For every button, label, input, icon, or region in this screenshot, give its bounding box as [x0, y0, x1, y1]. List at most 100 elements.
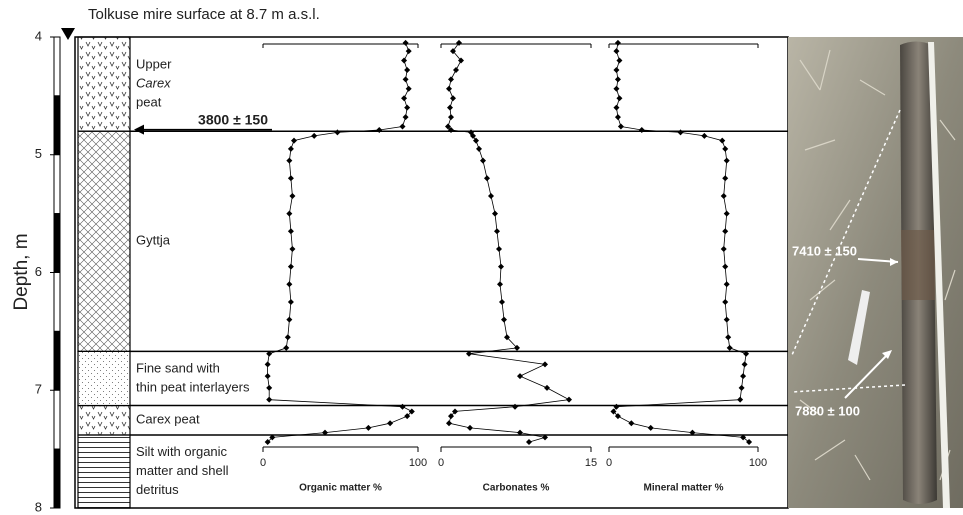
data-point — [724, 158, 730, 164]
x-tick-label: 0 — [260, 457, 266, 469]
x-tick-label: 100 — [749, 457, 767, 469]
figure: Tolkuse mire surface at 8.7 m a.s.l. Dep… — [0, 0, 963, 515]
data-point — [404, 67, 410, 73]
data-point — [311, 133, 317, 139]
series-name: Mineral matter % — [643, 483, 723, 494]
date-arrowhead — [134, 125, 144, 135]
y-tick-label: 7 — [35, 382, 42, 397]
data-point — [701, 133, 707, 139]
depth-scale-segment — [54, 449, 60, 508]
data-point — [289, 246, 295, 252]
depth-scale-segment — [54, 390, 60, 449]
figure-title: Tolkuse mire surface at 8.7 m a.s.l. — [88, 6, 320, 23]
data-point — [616, 95, 622, 101]
page: Tolkuse mire surface at 8.7 m a.s.l. Dep… — [0, 0, 963, 515]
y-tick-label: 4 — [35, 28, 42, 43]
data-point — [403, 76, 409, 82]
data-point — [473, 138, 479, 144]
data-point — [648, 425, 654, 431]
frame — [75, 37, 788, 508]
data-point — [499, 299, 505, 305]
data-point — [446, 86, 452, 92]
data-point — [498, 264, 504, 270]
data-point — [266, 385, 272, 391]
unit-label: matter and shell — [136, 463, 229, 478]
x-tick-label: 0 — [438, 457, 444, 469]
y-axis-label: Depth, m — [11, 233, 32, 310]
data-point — [544, 385, 550, 391]
data-point — [492, 211, 498, 217]
data-point — [288, 175, 294, 181]
data-point — [401, 58, 407, 64]
unit-label: Carex — [136, 76, 171, 91]
data-point — [613, 404, 619, 410]
data-point — [467, 425, 473, 431]
data-point — [401, 95, 407, 101]
data-point — [727, 345, 733, 351]
core-gyttja — [901, 230, 935, 300]
data-point — [639, 127, 645, 133]
data-point — [334, 129, 340, 135]
data-point — [288, 228, 294, 234]
data-point — [403, 114, 409, 120]
data-point — [488, 193, 494, 199]
data-point — [615, 40, 621, 46]
data-point — [387, 420, 393, 426]
data-point — [737, 397, 743, 403]
data-point — [517, 373, 523, 379]
data-point — [283, 345, 289, 351]
data-point — [722, 146, 728, 152]
data-point — [288, 264, 294, 270]
data-point — [615, 76, 621, 82]
data-point — [480, 158, 486, 164]
data-point — [450, 95, 456, 101]
data-point — [400, 404, 406, 410]
unit-label: Fine sand with — [136, 360, 220, 375]
data-point — [403, 40, 409, 46]
lithology-unit — [78, 351, 130, 405]
profile-line — [268, 43, 412, 442]
data-point — [400, 123, 406, 129]
depth-scale-segment — [54, 37, 60, 96]
data-point — [456, 40, 462, 46]
data-point — [496, 246, 502, 252]
lithology-unit — [78, 131, 130, 351]
data-point — [406, 48, 412, 54]
data-point — [724, 211, 730, 217]
unit-label: thin peat interlayers — [136, 379, 250, 394]
data-point — [740, 373, 746, 379]
data-point — [291, 138, 297, 144]
unit-label: Silt with organic — [136, 444, 228, 459]
unit-label: Carex peat — [136, 412, 200, 427]
data-point — [719, 138, 725, 144]
y-tick-label: 8 — [35, 499, 42, 514]
data-point — [526, 439, 532, 445]
data-point — [404, 105, 410, 111]
series-name: Carbonates % — [483, 483, 550, 494]
x-tick-label: 15 — [585, 457, 597, 469]
data-point — [446, 420, 452, 426]
data-point — [484, 175, 490, 181]
lithology-unit — [78, 435, 130, 508]
data-point — [722, 299, 728, 305]
data-point — [285, 334, 291, 340]
depth-scale-segment — [54, 214, 60, 273]
y-tick-label: 5 — [35, 146, 42, 161]
unit-label: Upper — [136, 57, 172, 72]
data-point — [616, 58, 622, 64]
data-point — [494, 228, 500, 234]
data-point — [628, 420, 634, 426]
data-point — [286, 158, 292, 164]
data-point — [613, 67, 619, 73]
data-point — [566, 397, 572, 403]
photo-date-label: 7410 ± 150 — [792, 243, 857, 258]
data-point — [724, 281, 730, 287]
data-point — [266, 397, 272, 403]
data-point — [288, 299, 294, 305]
data-point — [725, 334, 731, 340]
lithology-unit — [78, 37, 130, 131]
data-point — [448, 114, 454, 120]
unit-label: Gyttja — [136, 233, 171, 248]
data-point — [721, 193, 727, 199]
